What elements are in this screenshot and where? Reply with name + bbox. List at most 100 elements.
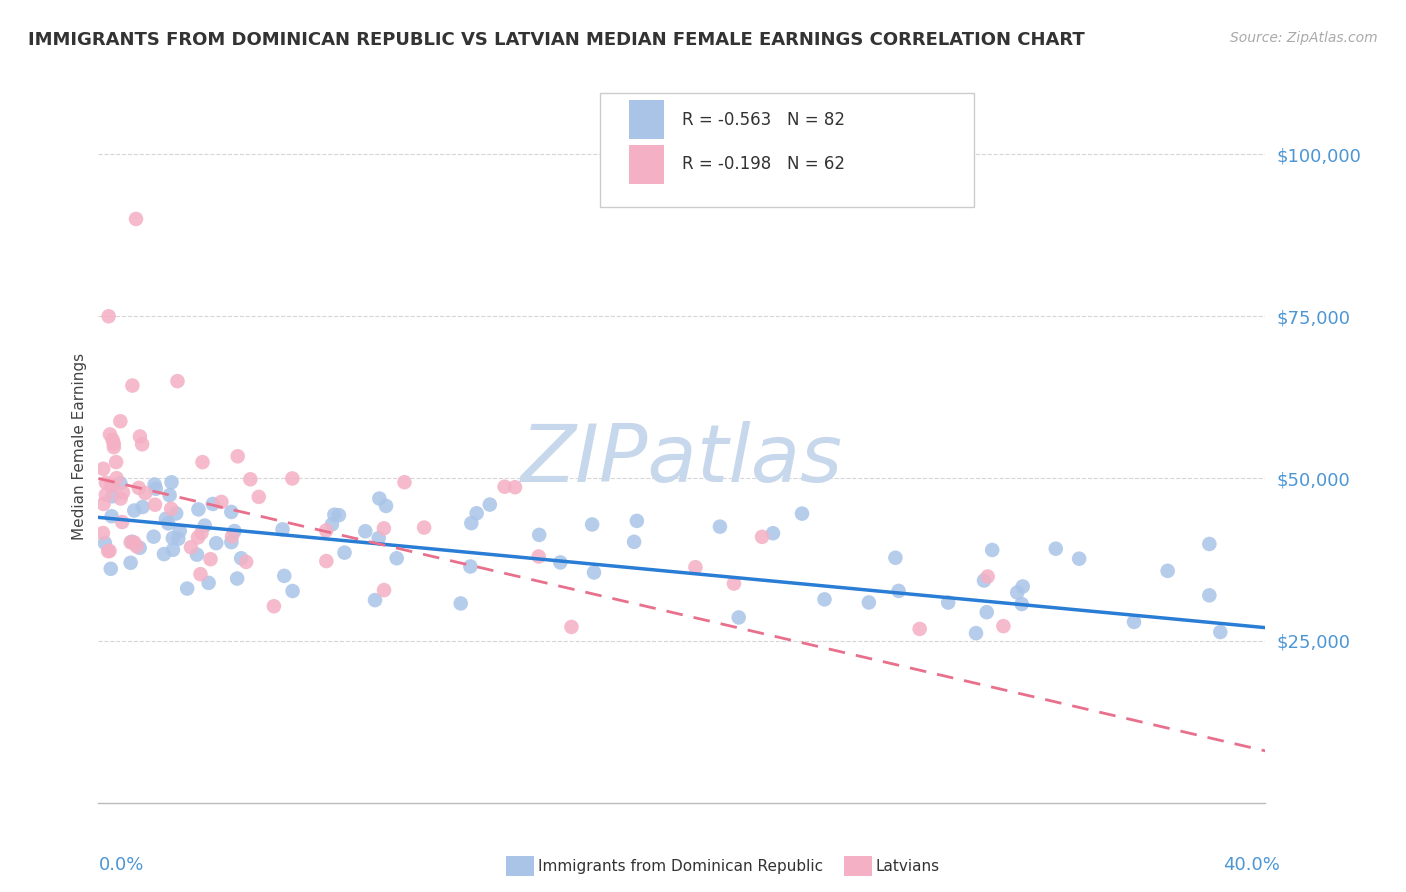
Point <box>98 544 121 558</box>
Point <box>321 517 343 532</box>
Point <box>1123 615 1146 629</box>
Point <box>560 620 582 634</box>
Point <box>169 524 191 538</box>
Point <box>110 491 132 506</box>
Point <box>190 567 212 582</box>
Text: Immigrants from Dominican Republic: Immigrants from Dominican Republic <box>538 859 824 873</box>
Point <box>187 502 209 516</box>
Point <box>94 536 117 550</box>
Point <box>221 535 243 549</box>
Point <box>494 480 516 494</box>
Point <box>105 471 128 485</box>
Point <box>155 512 177 526</box>
Point <box>205 536 228 550</box>
Point <box>143 477 166 491</box>
Point <box>367 531 389 545</box>
Point <box>94 488 117 502</box>
Point <box>1011 597 1033 611</box>
Text: 0.0%: 0.0% <box>98 855 143 873</box>
Point <box>231 551 253 566</box>
Point <box>176 582 198 596</box>
Text: R = -0.198   N = 62: R = -0.198 N = 62 <box>682 155 845 173</box>
Point <box>581 517 603 532</box>
Text: IMMIGRANTS FROM DOMINICAN REPUBLIC VS LATVIAN MEDIAN FEMALE EARNINGS CORRELATION: IMMIGRANTS FROM DOMINICAN REPUBLIC VS LA… <box>28 31 1085 49</box>
Point <box>98 427 121 442</box>
Point <box>273 569 295 583</box>
Point <box>157 516 180 531</box>
Point <box>527 528 550 542</box>
Point <box>623 534 645 549</box>
Point <box>180 540 202 554</box>
Point <box>368 491 391 506</box>
Point <box>762 526 785 541</box>
Point <box>101 478 124 492</box>
Point <box>165 507 187 521</box>
Point <box>1209 625 1232 640</box>
Point <box>97 310 120 324</box>
Point <box>375 499 398 513</box>
Point <box>727 610 749 624</box>
Point <box>450 596 472 610</box>
Point <box>993 619 1015 633</box>
Point <box>281 471 304 485</box>
Point <box>271 522 294 536</box>
Point <box>100 562 122 576</box>
Point <box>145 482 167 496</box>
Point <box>134 486 156 500</box>
Text: 40.0%: 40.0% <box>1223 855 1279 873</box>
Point <box>364 593 387 607</box>
Point <box>121 534 143 549</box>
Point <box>105 455 128 469</box>
Point <box>110 414 132 428</box>
Point <box>1069 551 1091 566</box>
Point <box>226 450 249 464</box>
Point <box>373 583 395 598</box>
Point <box>315 524 337 538</box>
Point <box>159 488 181 502</box>
Point <box>129 429 152 443</box>
Point <box>373 521 395 535</box>
Point <box>110 476 132 491</box>
Point <box>186 548 208 562</box>
Point <box>120 535 142 549</box>
Point <box>235 555 257 569</box>
Point <box>94 475 117 490</box>
Point <box>100 478 122 492</box>
Point <box>858 595 880 609</box>
Point <box>97 544 120 558</box>
Point <box>167 532 190 546</box>
Point <box>125 539 148 553</box>
Point <box>315 554 337 568</box>
Point <box>221 505 243 519</box>
FancyBboxPatch shape <box>600 93 973 207</box>
Point <box>1007 585 1029 599</box>
Point <box>209 495 232 509</box>
Point <box>111 515 134 529</box>
Point <box>191 455 214 469</box>
Point <box>162 542 184 557</box>
Point <box>908 622 931 636</box>
Point <box>124 535 146 549</box>
Point <box>187 531 209 545</box>
Point <box>160 475 183 490</box>
Point <box>550 556 572 570</box>
Point <box>1198 537 1220 551</box>
Point <box>93 497 115 511</box>
Text: R = -0.563   N = 82: R = -0.563 N = 82 <box>682 111 845 128</box>
Text: ZIPatlas: ZIPatlas <box>520 421 844 500</box>
Point <box>626 514 648 528</box>
Point <box>685 560 707 574</box>
Point <box>131 500 153 514</box>
Point <box>527 549 550 564</box>
Point <box>813 592 835 607</box>
Point <box>976 569 998 583</box>
Point <box>101 433 124 447</box>
Point <box>709 519 731 533</box>
Point <box>128 541 150 555</box>
Point <box>190 525 212 540</box>
Point <box>125 211 148 226</box>
Point <box>460 559 482 574</box>
Point <box>478 498 501 512</box>
Point <box>224 524 246 538</box>
Point <box>194 518 217 533</box>
